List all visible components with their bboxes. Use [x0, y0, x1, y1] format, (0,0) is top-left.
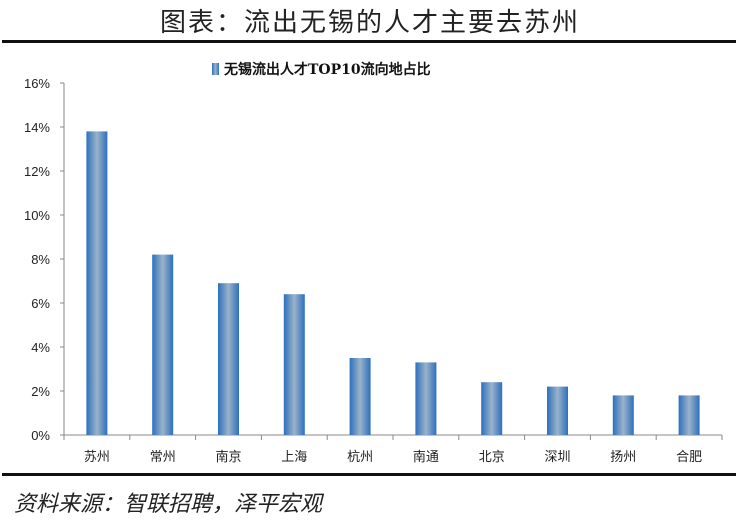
- y-tick-label: 12%: [24, 164, 50, 179]
- y-tick-label: 2%: [31, 384, 50, 399]
- bar-上海: [283, 294, 305, 435]
- chart-frame: [2, 40, 736, 476]
- x-tick-label: 南通: [413, 449, 439, 465]
- bar-南京: [218, 283, 239, 435]
- x-tick-label: 常州: [150, 450, 176, 465]
- x-tick-label: 苏州: [84, 449, 110, 465]
- y-tick-label: 14%: [24, 120, 50, 135]
- legend-label: 无锡流出人才TOP10流向地占比: [223, 61, 431, 78]
- x-tick-label: 合肥: [676, 450, 702, 465]
- bar-北京: [481, 382, 503, 435]
- x-tick-label: 南京: [215, 449, 241, 465]
- y-tick-label: 6%: [31, 296, 50, 311]
- y-tick-label: 8%: [31, 252, 50, 267]
- page-title: 图表：流出无锡的人才主要去苏州: [159, 8, 580, 38]
- y-tick-label: 10%: [24, 208, 50, 223]
- y-tick-label: 16%: [24, 76, 50, 91]
- legend-swatch: [212, 63, 219, 75]
- x-tick-label: 扬州: [610, 450, 636, 465]
- y-tick-label: 0%: [31, 428, 50, 443]
- bar-扬州: [612, 395, 634, 435]
- bar-南通: [415, 362, 437, 435]
- x-tick-label: 北京: [479, 450, 505, 465]
- x-tick-label: 深圳: [544, 450, 570, 465]
- bar-深圳: [547, 386, 568, 435]
- y-tick-label: 4%: [31, 340, 50, 355]
- bar-杭州: [349, 358, 371, 435]
- source-note: 资料来源：智联招聘，泽平宏观: [14, 492, 323, 517]
- bar-常州: [152, 254, 174, 435]
- bar-苏州: [86, 131, 108, 435]
- bar-合肥: [678, 395, 700, 435]
- legend: 无锡流出人才TOP10流向地占比: [212, 61, 431, 78]
- x-tick-label: 杭州: [347, 450, 373, 465]
- x-tick-label: 上海: [281, 450, 307, 465]
